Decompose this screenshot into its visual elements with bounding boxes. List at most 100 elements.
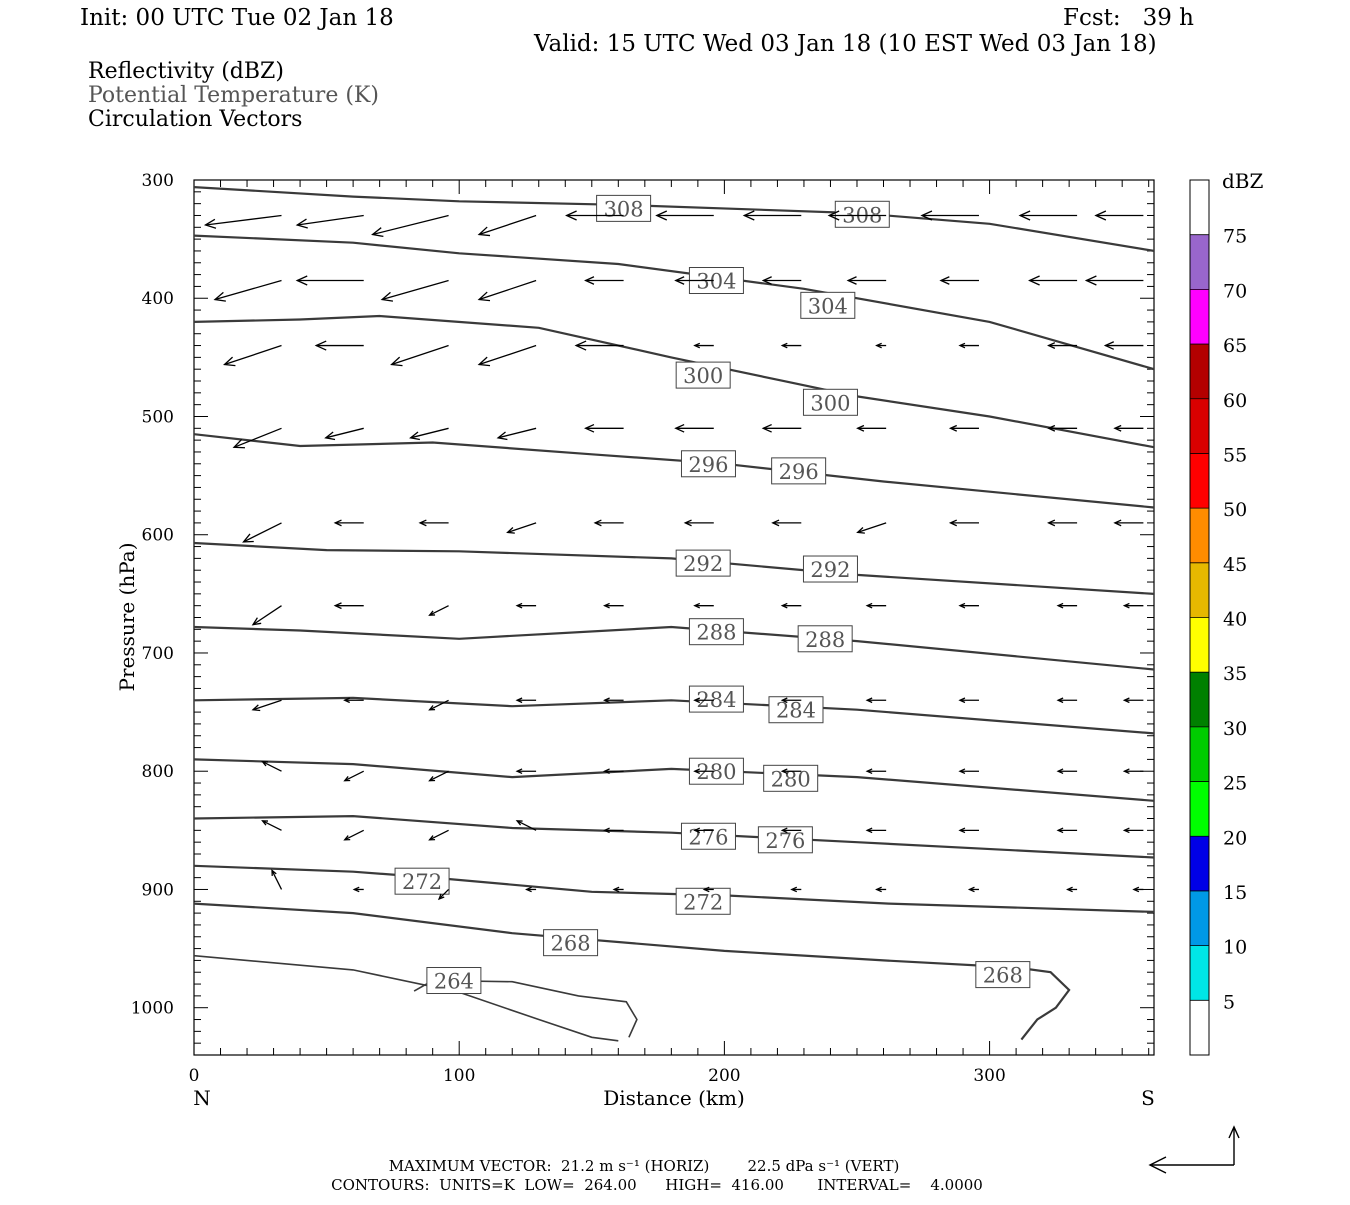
vector-head [251, 704, 261, 712]
vector-head [574, 340, 587, 351]
vector-head [418, 519, 427, 527]
contours-note: CONTOURS: UNITS=K LOW= 264.00 HIGH= 416.… [331, 1176, 983, 1194]
colorbar-bin [1190, 234, 1209, 290]
vector-head [693, 697, 701, 704]
y-tick-label: 800 [142, 762, 174, 782]
x-tick-label: 300 [973, 1066, 1005, 1086]
circulation-vector [261, 761, 282, 772]
circulation-vector [827, 210, 887, 221]
circulation-vectors [203, 210, 1144, 901]
circulation-vector [213, 279, 282, 302]
colorbar-label: 35 [1223, 663, 1247, 685]
vector-shaft [262, 820, 282, 831]
vector-head [780, 697, 788, 704]
vector-head [477, 226, 491, 237]
circulation-vector [506, 522, 537, 534]
circulation-vector [251, 699, 282, 712]
vector-head [1122, 602, 1130, 609]
circulation-vector [515, 602, 537, 609]
circulation-vector [655, 210, 714, 221]
circulation-vector [865, 768, 887, 775]
field-potential-temperature: Potential Temperature (K) [88, 83, 379, 108]
vector-head [674, 423, 685, 433]
isentrope-label-box [680, 450, 736, 478]
vector-head [865, 827, 873, 834]
colorbar: 5 10 15 20 25 30 35 40 45 50 55 60 65 70 75 [1189, 179, 1247, 1056]
vector-head [343, 776, 351, 782]
colorbar-label: 25 [1223, 773, 1247, 795]
vector-shaft [214, 279, 282, 301]
circulation-vector [1122, 602, 1144, 609]
circulation-vector [612, 886, 624, 893]
vector-head [213, 291, 226, 302]
colorbar-label: 60 [1223, 390, 1247, 412]
init-time: Init: 00 UTC Tue 02 Jan 18 [80, 5, 394, 31]
isentrope-label: 288 [805, 628, 845, 652]
circulation-vector [477, 214, 537, 237]
isentrope-label-box [771, 457, 827, 485]
x-tick-label: 200 [708, 1066, 740, 1086]
circulation-vector [856, 424, 887, 432]
vector-head [865, 768, 873, 775]
isentrope-label-box [763, 764, 819, 792]
circulation-vector [1028, 275, 1078, 286]
circulation-vector [1113, 519, 1144, 527]
vector-shaft [344, 770, 365, 782]
vector-head [603, 768, 610, 775]
vector-head [343, 835, 351, 841]
circulation-vector [780, 768, 802, 775]
circulation-vector [295, 275, 364, 286]
vector-shaft [497, 427, 537, 439]
colorbar-label: 65 [1223, 335, 1247, 357]
vector-head [1066, 886, 1073, 893]
vector-head [565, 210, 577, 221]
isentrope-label-box [675, 887, 731, 915]
vector-head [271, 869, 277, 876]
vector-head [295, 275, 308, 286]
colorbar-label: 45 [1223, 554, 1247, 576]
vector-shaft [429, 770, 449, 782]
circulation-vector [251, 605, 282, 626]
vector-head [343, 697, 350, 704]
circulation-vector [565, 210, 624, 221]
vector-head [1047, 342, 1056, 349]
isentrope-label-box [800, 291, 856, 319]
circulation-vector [1056, 827, 1078, 834]
isentrope-label-box [675, 361, 731, 389]
circulation-vector [761, 423, 802, 433]
circulation-vector [865, 827, 887, 834]
isentrope-label-box [675, 549, 731, 577]
colorbar-bin [1190, 398, 1209, 454]
max-vector-note: MAXIMUM VECTOR: 21.2 m s⁻¹ (HORIZ) 22.5 … [389, 1157, 900, 1175]
circulation-vector [371, 214, 449, 238]
vector-head [477, 356, 491, 367]
vector-shaft [478, 344, 537, 366]
y-axis-label: Pressure (hPa) [115, 543, 139, 692]
circulation-vector [1122, 827, 1144, 834]
vector-head [865, 697, 873, 704]
vector-head [1047, 424, 1056, 432]
vector-head [761, 276, 772, 285]
vector-shaft [478, 279, 537, 301]
circulation-vector [693, 697, 714, 704]
vector-shaft [391, 344, 449, 366]
circulation-vector [683, 519, 714, 527]
vector-head [1113, 519, 1122, 527]
y-tick-label: 900 [142, 880, 174, 900]
circulation-vector [1094, 210, 1144, 221]
circulation-vector [232, 427, 282, 449]
circulation-vector [477, 344, 537, 367]
x-end-north: N [193, 1086, 211, 1110]
vector-head [967, 886, 975, 893]
vector-head [371, 227, 384, 238]
isentrope-line [194, 954, 619, 1042]
y-tick-label: 1000 [131, 999, 174, 1019]
vector-head [742, 210, 755, 221]
vector-shaft [252, 699, 282, 711]
circulation-vector [693, 602, 714, 609]
circulation-vector [1132, 886, 1144, 893]
vector-head [295, 218, 308, 229]
vector-head [261, 820, 269, 826]
isentrope-line [194, 696, 1154, 735]
